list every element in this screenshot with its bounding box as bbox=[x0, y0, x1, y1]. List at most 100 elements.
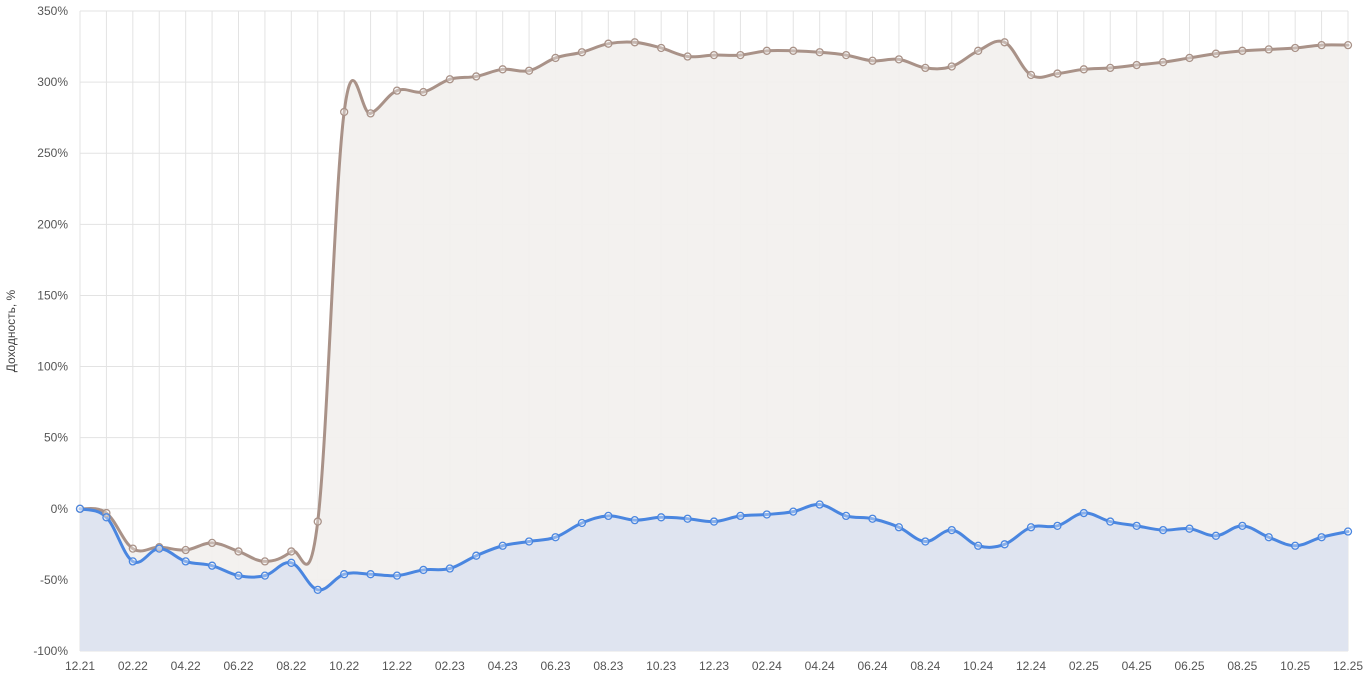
series-1-point-30[interactable] bbox=[868, 514, 877, 523]
series-1-point-2[interactable] bbox=[128, 557, 137, 566]
series-0-point-46[interactable] bbox=[1291, 43, 1300, 53]
series-1-point-20[interactable] bbox=[604, 511, 613, 521]
series-1-point-44[interactable] bbox=[1238, 521, 1247, 530]
series-1-point-23[interactable] bbox=[683, 514, 692, 523]
series-0-point-17[interactable] bbox=[524, 66, 534, 75]
series-0-point-40[interactable] bbox=[1132, 60, 1141, 70]
series-0-point-26[interactable] bbox=[762, 46, 771, 55]
series-1-point-6[interactable] bbox=[234, 571, 243, 580]
series-0-point-37[interactable] bbox=[1053, 69, 1062, 78]
series-0-point-20[interactable] bbox=[604, 39, 613, 48]
series-1-point-13[interactable] bbox=[419, 565, 428, 575]
series-0-point-19[interactable] bbox=[577, 48, 587, 57]
series-points[interactable] bbox=[75, 38, 1353, 594]
series-0-point-11[interactable] bbox=[366, 109, 375, 118]
series-0-point-6[interactable] bbox=[234, 547, 243, 556]
series-0-point-45[interactable] bbox=[1264, 45, 1273, 54]
series-0-point-2[interactable] bbox=[128, 544, 137, 553]
series-1-point-35[interactable] bbox=[1000, 540, 1009, 549]
series-1-point-38[interactable] bbox=[1079, 508, 1088, 518]
series-0-point-28[interactable] bbox=[815, 48, 824, 57]
series-0-point-9[interactable] bbox=[313, 517, 322, 526]
series-0-point-13[interactable] bbox=[419, 87, 428, 97]
series-1-point-28[interactable] bbox=[815, 500, 824, 509]
series-1-point-48[interactable] bbox=[1343, 527, 1353, 536]
series-0-point-12[interactable] bbox=[392, 86, 402, 95]
series-0-point-5[interactable] bbox=[207, 538, 217, 548]
series-0-point-16[interactable] bbox=[498, 65, 507, 74]
series-0-point-22[interactable] bbox=[657, 43, 666, 53]
series-0-point-35[interactable] bbox=[1000, 38, 1009, 47]
series-1-point-12[interactable] bbox=[392, 571, 402, 580]
series-1-point-32[interactable] bbox=[921, 537, 930, 546]
series-0-point-4[interactable] bbox=[181, 545, 190, 555]
series-0-point-24[interactable] bbox=[709, 50, 719, 60]
series-0-point-34[interactable] bbox=[974, 46, 983, 55]
series-1-point-16[interactable] bbox=[498, 541, 507, 550]
series-0-point-10[interactable] bbox=[340, 107, 349, 117]
series-0-point-33[interactable] bbox=[947, 62, 956, 71]
series-1-point-29[interactable] bbox=[841, 511, 851, 521]
series-1-point-27[interactable] bbox=[789, 507, 798, 516]
series-0-point-15[interactable] bbox=[472, 72, 481, 81]
series-0-point-18[interactable] bbox=[551, 53, 560, 63]
x-tick-label-5: 10.22 bbox=[329, 659, 359, 673]
series-0-point-32[interactable] bbox=[921, 63, 930, 73]
series-1-point-39[interactable] bbox=[1106, 517, 1115, 526]
series-1-point-34[interactable] bbox=[974, 541, 983, 550]
series-1-point-41[interactable] bbox=[1158, 525, 1168, 535]
series-1-point-25[interactable] bbox=[736, 511, 745, 521]
series-0-point-41[interactable] bbox=[1158, 58, 1168, 67]
series-1-point-4[interactable] bbox=[181, 557, 190, 566]
series-1-point-18[interactable] bbox=[551, 533, 560, 542]
series-1-point-9[interactable] bbox=[313, 585, 322, 594]
series-0-point-21[interactable] bbox=[630, 38, 639, 47]
series-1-point-46[interactable] bbox=[1291, 541, 1300, 550]
series-0-point-8[interactable] bbox=[287, 547, 296, 556]
series-1-point-5[interactable] bbox=[207, 561, 217, 570]
series-1-point-47[interactable] bbox=[1317, 533, 1326, 542]
series-1-point-17[interactable] bbox=[524, 537, 534, 546]
series-1-point-26[interactable] bbox=[762, 510, 771, 519]
series-1-point-19[interactable] bbox=[577, 518, 587, 528]
series-1-point-15[interactable] bbox=[472, 551, 481, 560]
series-1-point-33[interactable] bbox=[947, 525, 956, 535]
series-1-point-45[interactable] bbox=[1264, 533, 1273, 542]
series-1-point-24[interactable] bbox=[709, 517, 719, 526]
series-0-point-43[interactable] bbox=[1211, 49, 1221, 58]
series-1-point-37[interactable] bbox=[1053, 521, 1062, 530]
series-1-point-3[interactable] bbox=[155, 544, 164, 553]
series-0-point-42[interactable] bbox=[1185, 53, 1194, 63]
x-tick-label-0: 12.21 bbox=[65, 659, 95, 673]
series-0-point-48[interactable] bbox=[1343, 40, 1353, 50]
series-1-point-10[interactable] bbox=[340, 570, 349, 579]
series-1-point-42[interactable] bbox=[1185, 524, 1194, 533]
series-1-point-22[interactable] bbox=[657, 513, 666, 522]
series-1-point-14[interactable] bbox=[445, 564, 454, 573]
series-0-point-44[interactable] bbox=[1238, 46, 1247, 55]
x-tick-label-11: 10.23 bbox=[646, 659, 676, 673]
series-1-point-43[interactable] bbox=[1211, 531, 1221, 540]
series-0-point-31[interactable] bbox=[894, 55, 904, 64]
series-0-point-7[interactable] bbox=[260, 557, 270, 566]
series-1-point-40[interactable] bbox=[1132, 521, 1141, 530]
series-1-point-21[interactable] bbox=[630, 516, 639, 525]
series-0-point-25[interactable] bbox=[736, 50, 745, 60]
series-1-point-36[interactable] bbox=[1026, 523, 1036, 532]
series-0-point-38[interactable] bbox=[1079, 65, 1088, 74]
series-0-point-47[interactable] bbox=[1317, 40, 1326, 50]
series-1-point-1[interactable] bbox=[102, 513, 111, 522]
series-1-point-0[interactable] bbox=[75, 504, 85, 513]
series-1-point-11[interactable] bbox=[366, 570, 375, 579]
series-0-point-30[interactable] bbox=[868, 56, 877, 65]
series-0-point-39[interactable] bbox=[1106, 63, 1115, 73]
series-0-point-27[interactable] bbox=[789, 46, 798, 55]
series-1-point-8[interactable] bbox=[287, 558, 296, 567]
series-1-point-31[interactable] bbox=[894, 523, 904, 532]
series-0-point-36[interactable] bbox=[1026, 70, 1036, 80]
series-0-point-29[interactable] bbox=[841, 50, 851, 60]
series-0-point-23[interactable] bbox=[683, 52, 692, 61]
series-0-point-14[interactable] bbox=[445, 75, 454, 84]
x-tick-label-22: 08.25 bbox=[1227, 659, 1257, 673]
series-1-point-7[interactable] bbox=[260, 571, 270, 580]
